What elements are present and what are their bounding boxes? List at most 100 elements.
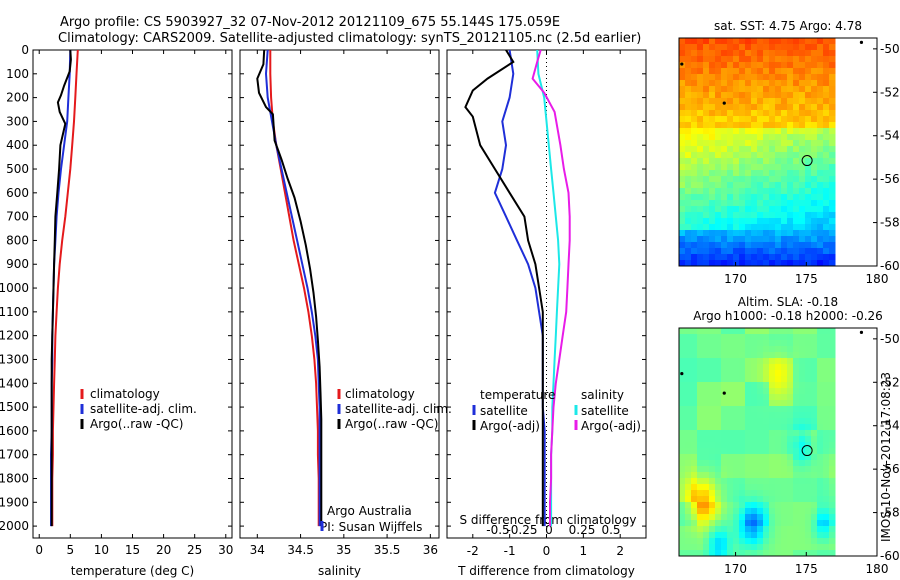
map-cell	[679, 164, 686, 171]
map-cell	[715, 248, 722, 255]
map-cell	[793, 236, 800, 243]
map-cell	[763, 334, 770, 341]
difference-panel: -2 -1 0 1 2-0.5-0.25 0 0.25 0.5S difference fro…	[446, 49, 647, 578]
map-cell	[727, 164, 734, 171]
map-cell	[709, 496, 716, 503]
map-cell	[757, 236, 764, 243]
map-cell	[691, 128, 698, 135]
map-cell	[763, 164, 770, 171]
map-cell	[751, 56, 758, 63]
map-cell	[793, 188, 800, 195]
map-cell	[709, 490, 716, 497]
map-cell	[811, 128, 818, 135]
map-cell	[709, 122, 716, 129]
map-cell	[811, 490, 818, 497]
map-cell	[721, 448, 728, 455]
map-cell	[757, 460, 764, 467]
map-cell	[829, 212, 836, 219]
map-cell	[703, 508, 710, 515]
map-cell	[829, 544, 836, 551]
map-cell	[769, 260, 776, 267]
map-cell	[799, 526, 806, 533]
map-cell	[709, 116, 716, 123]
map-cell	[799, 80, 806, 87]
map-cell	[799, 334, 806, 341]
map-cell	[685, 188, 692, 195]
map-cell	[757, 388, 764, 395]
map-cell	[823, 110, 830, 117]
map-cell	[691, 400, 698, 407]
map-cell	[685, 472, 692, 479]
map-cell	[745, 230, 752, 237]
map-cell	[697, 460, 704, 467]
map-cell	[793, 454, 800, 461]
map-cell	[751, 520, 758, 527]
map-cell	[823, 122, 830, 129]
map-cell	[811, 74, 818, 81]
map-cell	[817, 520, 824, 527]
map-cell	[817, 436, 824, 443]
map-cell	[823, 212, 830, 219]
map-cell	[817, 164, 824, 171]
map-cell	[745, 442, 752, 449]
map-cell	[739, 152, 746, 159]
map-cell	[697, 218, 704, 225]
map-cell	[751, 218, 758, 225]
map-cell	[751, 116, 758, 123]
map-cell	[703, 460, 710, 467]
map-cell	[793, 328, 800, 335]
map-cell	[721, 388, 728, 395]
map-cell	[733, 38, 740, 45]
map-cell	[763, 242, 770, 249]
map-cell	[829, 448, 836, 455]
map-cell	[745, 478, 752, 485]
map-cell	[739, 466, 746, 473]
map-cell	[775, 50, 782, 57]
map-cell	[715, 394, 722, 401]
map-cell	[775, 236, 782, 243]
map-cell	[817, 116, 824, 123]
map-cell	[721, 508, 728, 515]
map-cell	[751, 206, 758, 213]
map-cell	[733, 224, 740, 231]
map-cell	[829, 508, 836, 515]
map-cell	[751, 472, 758, 479]
map-cell	[733, 110, 740, 117]
map-cell	[697, 152, 704, 159]
y-tick-label: 1700	[0, 448, 29, 462]
map-cell	[685, 116, 692, 123]
map-cell	[703, 424, 710, 431]
map-cell	[685, 382, 692, 389]
map-cell	[781, 370, 788, 377]
map-cell	[727, 104, 734, 111]
map-cell	[709, 454, 716, 461]
map-cell	[685, 334, 692, 341]
map-cell	[703, 544, 710, 551]
x-tick-label: 15	[125, 543, 140, 557]
map-cell	[763, 128, 770, 135]
series-line-2	[50, 49, 72, 527]
map-cell	[787, 412, 794, 419]
map-cell	[811, 170, 818, 177]
map-cell	[829, 388, 836, 395]
map-cell	[793, 194, 800, 201]
map-cell	[709, 200, 716, 207]
map-cell	[751, 502, 758, 509]
map-cell	[709, 484, 716, 491]
map-cell	[679, 376, 686, 383]
map-cell	[733, 182, 740, 189]
map-cell	[727, 496, 734, 503]
map-cell	[793, 50, 800, 57]
map-cell	[727, 158, 734, 165]
map-cell	[787, 526, 794, 533]
map-cell	[733, 218, 740, 225]
s-axis-label: S difference from climatology	[460, 513, 637, 527]
map-cell	[793, 158, 800, 165]
map-cell	[799, 254, 806, 261]
map-point	[722, 101, 726, 105]
map-cell	[805, 412, 812, 419]
map-cell	[799, 230, 806, 237]
map-cell	[817, 68, 824, 75]
map-cell	[739, 68, 746, 75]
map-cell	[721, 224, 728, 231]
